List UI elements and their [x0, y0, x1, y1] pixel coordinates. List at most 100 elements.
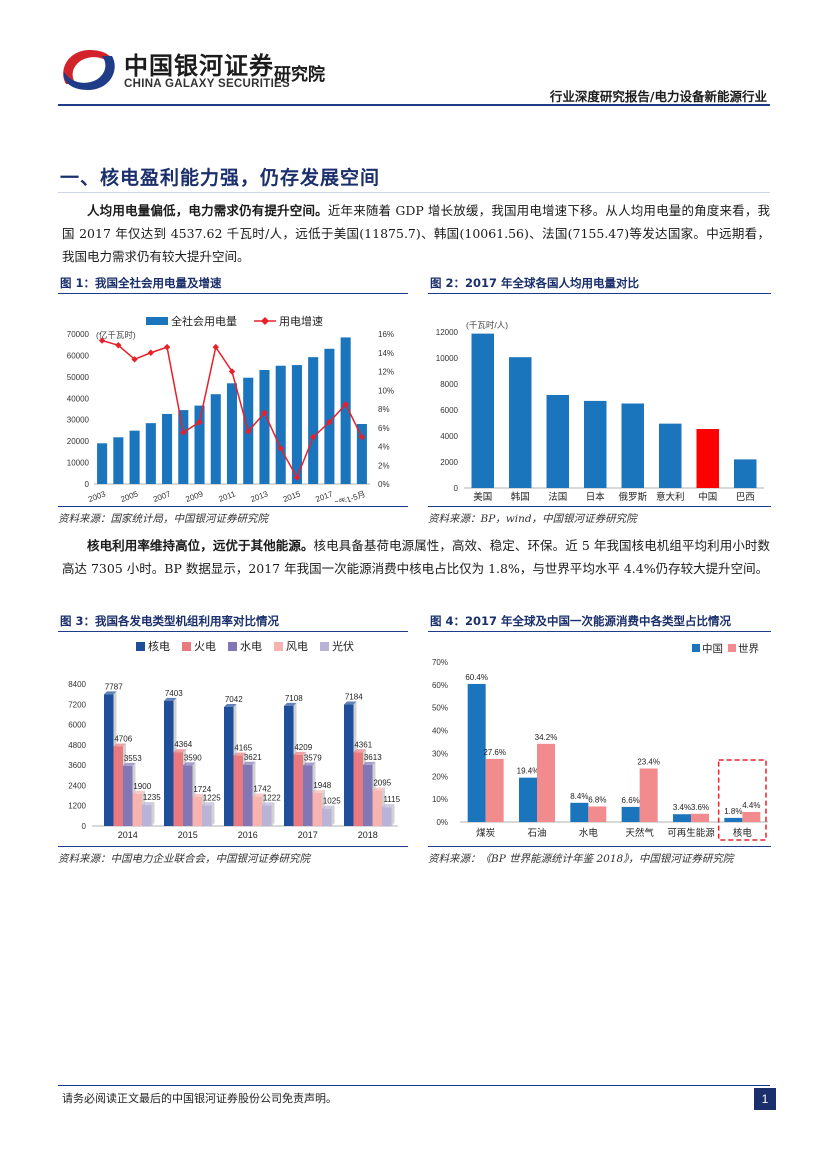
- data-label-世界-煤炭: 27.6%: [483, 748, 506, 757]
- figure-3-caption: 图 3：我国各发电类型机组利用率对比情况: [60, 614, 280, 628]
- data-label-火电-2017: 4209: [294, 743, 312, 752]
- bar-风电-2014: [132, 793, 142, 826]
- data-label-火电-2015: 4364: [174, 740, 192, 749]
- data-label-世界-天然气: 23.4%: [637, 758, 660, 767]
- y-tick-right: 6%: [378, 424, 390, 433]
- bar-side-光伏-2015: [211, 802, 215, 826]
- page-number: 1: [754, 1088, 776, 1110]
- y-tick-left: 40000: [67, 394, 90, 403]
- bar-中国: [696, 429, 719, 488]
- data-label-中国-煤炭: 60.4%: [465, 673, 488, 682]
- x-tick-label: 2017: [298, 830, 318, 840]
- section-title-rule: [58, 192, 770, 193]
- x-tick-label: 石油: [527, 827, 546, 839]
- bar-世界-核电: [742, 811, 761, 822]
- data-label-风电-2018: 2095: [373, 779, 391, 788]
- legend-swatch-风电: [274, 642, 283, 651]
- bar-风电-2015: [192, 796, 202, 826]
- bar-top-光伏-2018: [382, 804, 395, 808]
- data-label-风电-2017: 1948: [313, 781, 331, 790]
- y-tick-right: 14%: [378, 349, 394, 358]
- y-tick-left: 30000: [67, 416, 90, 425]
- bar-世界-石油: [537, 743, 555, 822]
- bar-top-风电-2015: [192, 793, 205, 797]
- bar-风电-2017: [312, 793, 322, 826]
- brand-name-en: CHINA GALAXY SECURITIES: [124, 78, 291, 90]
- bar-火电-2017: [293, 754, 303, 826]
- data-label-光伏-2018: 1115: [383, 795, 400, 804]
- legend-swatch-核电: [136, 642, 145, 651]
- y-tick-left: 50000: [67, 373, 90, 382]
- figure-3-top-rule: [58, 631, 408, 632]
- data-label-世界-核电: 4.4%: [742, 801, 760, 810]
- y-tick: 12000: [436, 328, 459, 337]
- bar-top-风电-2017: [312, 790, 325, 794]
- bar-side-光伏-2016: [271, 802, 275, 826]
- data-label-水电-2014: 3553: [124, 754, 142, 763]
- data-label-世界-水电: 6.8%: [588, 795, 606, 804]
- figure-2-top-rule: [428, 293, 771, 294]
- bar-consumption-2006: [145, 423, 156, 484]
- legend-swatch-水电: [228, 642, 237, 651]
- y-tick: 2000: [440, 458, 458, 467]
- footer-disclaimer: 请务必阅读正文最后的中国银河证券股份公司免责声明。: [62, 1092, 337, 1105]
- x-tick-label: 2014: [118, 830, 138, 840]
- bar-核电-2017: [284, 705, 294, 826]
- bar-consumption-2010: [210, 394, 221, 484]
- x-tick-label: 韩国: [511, 491, 530, 502]
- report-type: 行业深度研究报告/电力设备新能源行业: [549, 89, 767, 104]
- legend-consumption-label: 全社会用电量: [171, 314, 237, 328]
- bar-consumption-2009: [194, 405, 205, 484]
- bar-top-风电-2018: [372, 787, 385, 791]
- data-label-水电-2017: 3579: [304, 753, 322, 762]
- bar-中国-天然气: [621, 806, 640, 822]
- data-label-核电-2014: 7787: [105, 682, 123, 691]
- bar-top-光伏-2015: [202, 802, 215, 806]
- bar-中国-水电: [570, 802, 589, 822]
- unit-label: (千瓦时/人): [466, 320, 508, 330]
- data-label-中国-石油: 19.4%: [517, 767, 540, 776]
- figure-2-caption: 图 2：2017 年全球各国人均用电量对比: [430, 276, 640, 290]
- data-label-光伏-2016: 1222: [263, 793, 281, 802]
- growth-point-2017: [326, 418, 333, 426]
- y-tick: 50%: [432, 704, 448, 713]
- bar-火电-2015: [173, 752, 183, 826]
- y-tick-right: 16%: [378, 330, 394, 339]
- section-title: 一、核电盈利能力强，仍存发展空间: [60, 167, 381, 189]
- figure-2-bottom-rule: [428, 506, 771, 507]
- legend-growth-label: 用电增速: [279, 314, 323, 328]
- legend-label-风电: 风电: [286, 640, 308, 653]
- bar-光伏-2018: [382, 807, 392, 826]
- data-label-火电-2014: 4706: [114, 734, 132, 743]
- x-tick-label: 天然气: [625, 827, 654, 839]
- bar-consumption-2005: [129, 430, 140, 484]
- growth-point-2013: [261, 409, 268, 416]
- y-tick: 2400: [68, 781, 86, 790]
- figure-3-source: 资料来源：中国电力企业联合会，中国银河证券研究院: [58, 853, 310, 865]
- data-label-风电-2016: 1742: [253, 785, 271, 794]
- growth-point-2012: [245, 428, 252, 435]
- data-label-中国-天然气: 6.6%: [622, 796, 640, 805]
- y-tick: 1200: [68, 802, 86, 811]
- bar-top-火电-2017: [293, 751, 306, 755]
- growth-point-2018: [342, 401, 349, 408]
- bar-top-火电-2016: [233, 752, 246, 756]
- x-tick-label: 19年1-5月: [329, 488, 367, 502]
- bar-top-风电-2014: [132, 790, 145, 794]
- brand-institute: 研究院: [274, 65, 325, 85]
- legend-label-china: 中国: [702, 642, 723, 655]
- company-logo: [63, 50, 115, 90]
- bar-世界-可再生能源: [691, 813, 709, 822]
- bar-水电-2014: [123, 765, 133, 826]
- bar-top-光伏-2016: [262, 802, 275, 806]
- x-tick-label: 2007: [152, 489, 172, 502]
- bar-韩国: [509, 357, 532, 488]
- x-tick-label: 2003: [87, 489, 107, 502]
- x-tick-label: 意大利: [656, 491, 685, 502]
- x-tick-label: 法国: [548, 491, 567, 502]
- bar-中国-煤炭: [467, 683, 486, 822]
- y-tick: 7200: [68, 700, 86, 709]
- paragraph-nuclear-body: 核电具备基荷电源属性，高效、稳定、环保。近 5 年我国核电机组平均利用小时数高达…: [62, 538, 770, 576]
- y-tick: 4000: [440, 432, 458, 441]
- growth-point-2005: [131, 356, 138, 363]
